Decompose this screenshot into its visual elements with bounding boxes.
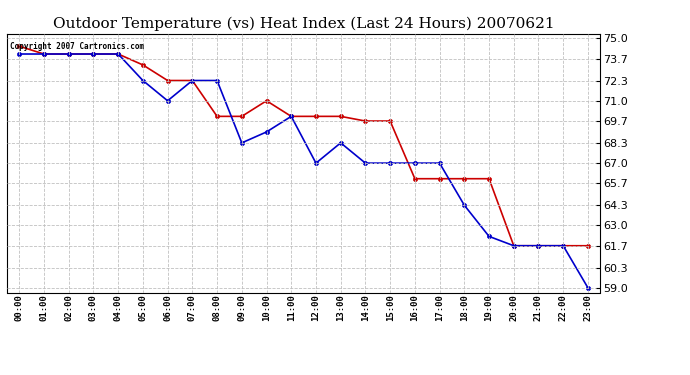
Title: Outdoor Temperature (vs) Heat Index (Last 24 Hours) 20070621: Outdoor Temperature (vs) Heat Index (Las… (53, 17, 554, 31)
Text: Copyright 2007 Cartronics.com: Copyright 2007 Cartronics.com (10, 42, 144, 51)
